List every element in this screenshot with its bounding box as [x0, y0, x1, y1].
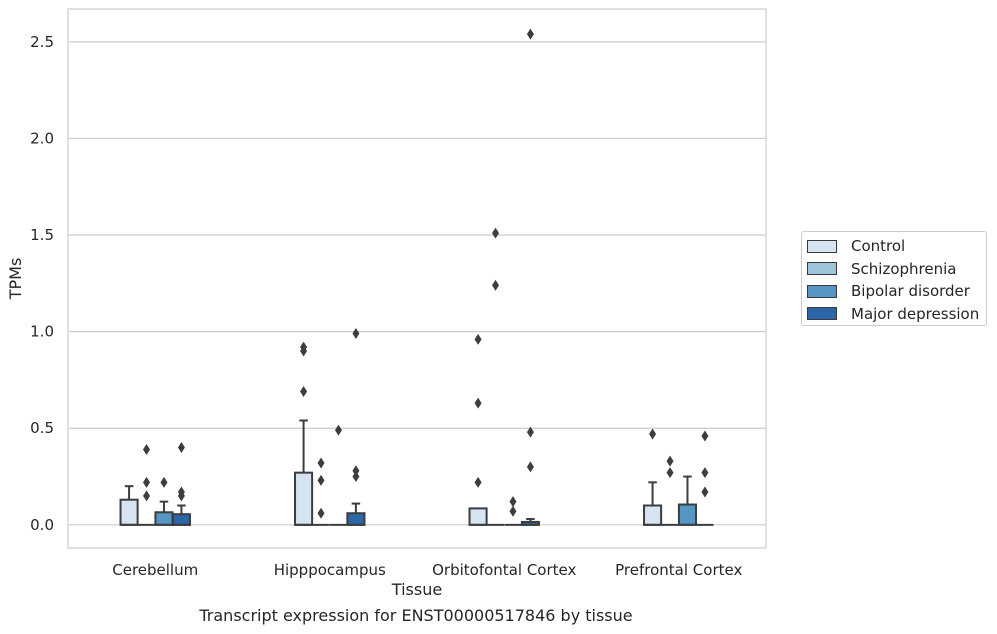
y-tick-label: 2.5: [30, 33, 54, 51]
legend-swatch: [807, 262, 837, 276]
legend-label: Major depression: [851, 304, 980, 323]
x-tick-label: Cerebellum: [112, 561, 198, 579]
outlier-point: [160, 476, 168, 488]
legend-label: Control: [851, 237, 906, 256]
outlier-point: [352, 465, 360, 477]
outlier-point: [474, 397, 482, 409]
outliers: [143, 28, 709, 519]
box-control: [643, 481, 663, 526]
y-tick-labels: 0.0 0.5 1.0 1.5 2.0 2.5: [30, 33, 54, 534]
outlier-point: [666, 467, 674, 479]
outlier-point: [526, 426, 534, 438]
x-tick-labels: Cerebellum Hipppocampus Orbitofontal Corte…: [112, 561, 742, 579]
outlier-point: [701, 486, 709, 498]
y-tick-label: 0.0: [30, 516, 54, 534]
box-control: [119, 485, 139, 526]
outlier-point: [509, 505, 517, 517]
box-major-depression: [520, 518, 540, 526]
outlier-point: [492, 279, 500, 291]
box-body: [294, 471, 314, 526]
outlier-point: [649, 428, 657, 440]
y-tick-label: 2.0: [30, 129, 54, 147]
legend-item: Major depression: [807, 303, 986, 326]
chart-caption: Transcript expression for ENST0000051784…: [199, 606, 633, 625]
gridlines: [68, 41, 766, 526]
box-major-depression: [346, 502, 366, 526]
outlier-point: [666, 455, 674, 467]
outlier-point: [509, 496, 517, 508]
box-control: [468, 507, 488, 526]
y-tick-label: 1.5: [30, 226, 54, 244]
box-body: [119, 498, 139, 526]
outlier-point: [352, 328, 360, 340]
outlier-point: [701, 467, 709, 479]
box-body: [346, 512, 366, 526]
boxes: [119, 419, 714, 526]
y-axis-label: TPMs: [6, 258, 25, 301]
outlier-point: [317, 507, 325, 519]
outlier-point: [352, 471, 360, 483]
y-tick-label: 0.5: [30, 419, 54, 437]
legend-item: Control: [807, 235, 986, 258]
box-body: [154, 511, 174, 526]
outlier-point: [300, 386, 308, 398]
outlier-point: [177, 442, 185, 454]
outlier-point: [317, 474, 325, 486]
outlier-point: [492, 227, 500, 239]
outlier-point: [474, 333, 482, 345]
plot-area-frame: [67, 8, 767, 549]
outlier-point: [474, 476, 482, 488]
outlier-point: [143, 490, 151, 502]
y-tick-label: 1.0: [30, 323, 54, 341]
x-axis-label: Tissue: [391, 580, 442, 599]
box-body: [468, 507, 488, 526]
x-tick-label: Orbitofontal Cortex: [432, 561, 576, 579]
box-bipolar-disorder: [154, 500, 174, 526]
x-tick-label: Hipppocampus: [274, 561, 386, 579]
outlier-point: [177, 486, 185, 498]
box-bipolar-disorder: [677, 475, 698, 526]
legend-label: Bipolar disorder: [851, 282, 970, 301]
outlier-point: [317, 457, 325, 469]
outlier-point: [526, 28, 534, 40]
outlier-point: [143, 443, 151, 455]
legend-swatch: [807, 239, 837, 253]
box-body: [171, 513, 191, 526]
legend-swatch: [807, 284, 837, 298]
box-major-depression: [171, 504, 191, 526]
legend-item: Bipolar disorder: [807, 280, 986, 303]
x-tick-label: Prefrontal Cortex: [615, 561, 742, 579]
outlier-point: [701, 430, 709, 442]
box-control: [294, 419, 314, 526]
outlier-point: [300, 341, 308, 353]
outlier-point: [526, 461, 534, 473]
legend-label: Schizophrenia: [851, 259, 957, 278]
legend-swatch: [807, 307, 837, 321]
outlier-point: [143, 476, 151, 488]
legend: Control Schizophrenia Bipolar disorder Majo…: [801, 231, 987, 326]
box-body: [677, 503, 698, 526]
box-body: [643, 504, 663, 526]
outlier-point: [334, 424, 342, 436]
legend-item: Schizophrenia: [807, 258, 986, 281]
